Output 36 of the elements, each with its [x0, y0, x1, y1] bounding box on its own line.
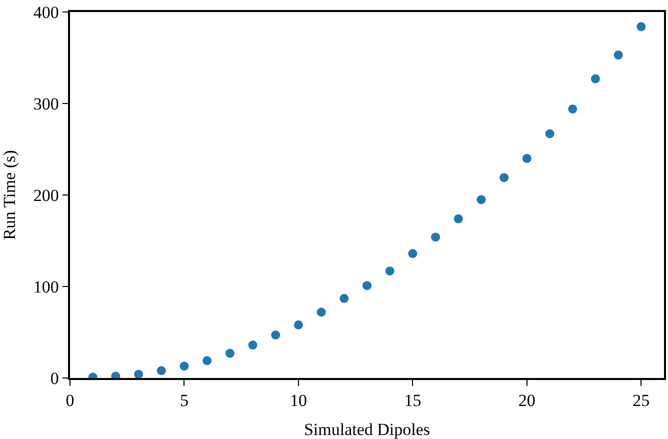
point: [476, 195, 486, 204]
point: [431, 232, 440, 242]
point: [271, 330, 280, 340]
x-tick-label: 0: [66, 391, 74, 410]
point: [522, 154, 532, 163]
point: [225, 348, 234, 358]
x-tick-label: 10: [290, 391, 307, 410]
point: [134, 370, 144, 378]
point: [340, 294, 349, 303]
y-tick-label: 300: [33, 94, 59, 114]
x-tick-label: 25: [632, 391, 650, 410]
x-tick-label: 20: [518, 391, 536, 410]
point: [636, 22, 646, 32]
point: [294, 320, 303, 330]
point: [614, 50, 623, 60]
x-axis-title: Simulated Dipoles: [304, 420, 430, 439]
y-tick-label: 400: [33, 2, 59, 22]
point: [248, 340, 258, 350]
point: [590, 74, 600, 84]
point: [202, 356, 212, 366]
x-tick-label: 15: [404, 391, 422, 410]
y-tick-label: 0: [50, 368, 59, 388]
point: [316, 308, 326, 317]
point: [156, 366, 166, 376]
point: [500, 173, 509, 182]
point: [385, 266, 394, 276]
point: [408, 249, 418, 258]
y-tick-label: 200: [33, 186, 59, 205]
point: [568, 104, 578, 114]
point: [545, 129, 554, 138]
y-axis-title: Run Time (s): [0, 150, 19, 240]
point: [454, 214, 463, 224]
point: [180, 362, 189, 371]
point: [362, 281, 372, 290]
y-tick-label: 100: [33, 277, 59, 296]
x-tick-label: 5: [180, 391, 188, 410]
